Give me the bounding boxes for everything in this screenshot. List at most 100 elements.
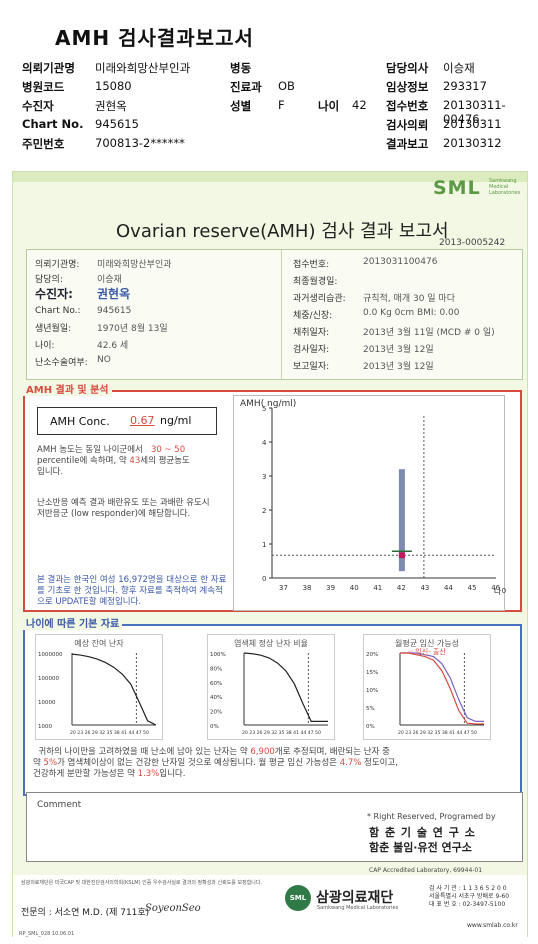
text: 약 — [33, 758, 41, 768]
patient-point — [398, 552, 405, 559]
y-tick-label: 1000 — [38, 724, 52, 730]
foundation-address: 검 사 기 관 : 1 1 3 6 5 2 0 0 서울특별시 서초구 방배로 9… — [429, 885, 509, 909]
x-tick-labels: 20 23 26 29 32 35 38 41 44 47 50 — [242, 730, 321, 736]
y-tick-label: 4 — [262, 439, 267, 447]
lab-name-2: 함춘 불임·유전 연구소 — [369, 841, 472, 854]
foundation-logo-icon: SML — [285, 885, 311, 911]
header-label: 결과보고 — [386, 137, 429, 151]
info-label: 검사일자: — [293, 345, 330, 355]
y-tick-label: 0% — [210, 724, 219, 730]
text: AMH 농도는 동일 나이군에서 — [37, 445, 143, 455]
info-value: 규칙적, 매개 30 일 마다 — [363, 294, 455, 304]
info-label: 수진자: — [35, 287, 73, 301]
text: 세의 평균농도 — [140, 456, 190, 466]
amh-results-section: AMH Conc. 0.67 ng/ml AMH 농도는 동일 나이군에서 30… — [23, 390, 522, 612]
y-tick-label: 2 — [262, 507, 266, 515]
header-value: 700813-2****** — [95, 136, 185, 150]
y-tick-label: 5 — [262, 405, 266, 413]
header-value: 20130312 — [443, 136, 502, 150]
remaining-oocytes-value: 6,900 — [250, 747, 275, 757]
footer-note: 삼광의료재단은 미국CAP 및 대한진단검사의학회(KSLM) 인증 우수검사실… — [21, 880, 263, 886]
y-tick-label: 1000000 — [38, 652, 63, 658]
header-value: OB — [278, 79, 295, 93]
y-tick-label: 1 — [262, 541, 266, 549]
header-value: 945615 — [95, 117, 139, 131]
document-number: 2013-0005242 — [439, 238, 506, 248]
form-code: RP_SML_028 10.06.01 — [19, 931, 75, 937]
x-tick-label: 46 — [491, 584, 500, 592]
foundation-name: 삼광의료재단 — [316, 890, 394, 906]
address-line: 서울특별시 서초구 방배로 9-60 — [429, 893, 510, 900]
x-tick-label: 40 — [350, 584, 359, 592]
header-value: 미래와희망산부인과 — [95, 61, 191, 75]
x-tick-label: 37 — [279, 584, 288, 592]
info-label: 체중/신장: — [293, 311, 333, 321]
info-value: 2013031100476 — [363, 257, 438, 267]
normal-chromosome-chart: 염색체 정상 난자 비율 100% 80% 60% 40% 20% 0% 20 23 26 … — [207, 634, 335, 740]
top-band — [13, 172, 527, 182]
info-value: NO — [97, 355, 111, 365]
info-value: 0.0 Kg 0cm BMI: 0.00 — [363, 308, 460, 318]
amh-range-bar — [398, 469, 405, 572]
mini-chart-svg: 100% 80% 60% 40% 20% 0% 20 23 26 29 32 35 38 4… — [210, 652, 328, 736]
header-value: 권현옥 — [95, 99, 127, 113]
cap-accreditation: CAP Accredited Laboratory, 69944-01 — [369, 867, 483, 874]
x-tick-label: 38 — [303, 584, 312, 592]
header-label: 진료과 — [230, 80, 262, 94]
text: 입니다. — [37, 467, 64, 477]
delivery-chance-value: 1.3% — [137, 769, 160, 779]
info-label: 나이: — [35, 341, 55, 351]
patient-info-box: 의뢰기관명: 미래와희망산부인과 담당의: 이승재 수진자: 권현옥 Chart No.: 9… — [26, 249, 523, 380]
x-tick-label: 41 — [373, 584, 382, 592]
normal-ratio-value: 5% — [43, 758, 58, 768]
info-label: 의뢰기관명: — [35, 260, 80, 270]
info-label: 담당의: — [35, 275, 63, 285]
footer — [13, 875, 527, 938]
amh-conc-unit: ng/ml — [160, 414, 192, 427]
sml-logo: SML — [433, 177, 481, 199]
y-tick-label: 40% — [210, 695, 222, 701]
y-tick-label: 10000 — [38, 700, 56, 706]
text: 건강하게 분만할 가능성은 약 — [33, 769, 135, 779]
header-value: F — [278, 98, 285, 112]
remaining-oocytes-chart: 예상 잔여 난자 1000000 100000 10000 1000 20 23 26 … — [35, 634, 163, 740]
mini-chart-title: 예상 잔여 난자 — [74, 639, 124, 648]
data-source-note: 본 결과는 한국인 여성 16,972명을 대상으로 한 자료를 기초로 한 것… — [37, 575, 227, 607]
info-value: 이승재 — [97, 275, 122, 285]
comment-label: Comment — [37, 800, 82, 810]
header-value: 20130311 — [443, 117, 502, 131]
website-link[interactable]: www.smlab.co.kr — [467, 922, 518, 929]
rights-reserved: * Right Reserved, Programed by — [367, 812, 496, 821]
mini-chart-title: 염색체 정상 난자 비율 — [234, 639, 308, 648]
info-value: 945615 — [97, 306, 132, 316]
amh-chart: AMH( ng/ml) 0 1 2 3 4 5 37 38 39 40 41 42 43 44 45 46 나이 — [233, 395, 509, 611]
text: percentile에 속하며, 약 — [37, 456, 127, 466]
y-tick-label: 3 — [262, 473, 266, 481]
sml-logo-subtitle: Samkwang Medical Laboratories — [489, 178, 521, 196]
header-label: 검사의뢰 — [386, 118, 429, 132]
amh-report: SML Samkwang Medical Laboratories Ovaria… — [12, 171, 528, 938]
header-value: 이승재 — [443, 61, 475, 75]
text: 입니다. — [159, 769, 186, 779]
y-tick-label: 60% — [210, 681, 222, 687]
divider — [281, 250, 282, 379]
y-tick-label: 100000 — [38, 676, 59, 682]
foundation-subtitle: Samkwang Medical Laboratories — [317, 905, 399, 911]
header-label: 병동 — [230, 61, 252, 75]
info-label: 채취일자: — [293, 328, 330, 338]
header-label: 담당의사 — [386, 61, 429, 75]
mini-chart-svg: 20% 15% 10% 5% 0% 20 23 26 29 32 35 38 41 44 … — [366, 652, 484, 736]
header-label: 접수번호 — [386, 99, 429, 113]
pregnancy-chance-chart: 월평균 임신 가능성 -: 임신- 출산 20% 15% 10% 5% 0% 20 23 … — [363, 634, 491, 740]
info-value: 42.6 세 — [97, 341, 129, 351]
info-label: 최종월경일: — [293, 277, 338, 287]
x-tick-label: 45 — [468, 584, 477, 592]
header-label: 병원코드 — [22, 80, 65, 94]
info-label: Chart No.: — [35, 306, 81, 316]
ovarian-response-text: 난소반응 예측 결과 배란유도 또는 과배란 유도시 저반응군 (low res… — [37, 498, 210, 519]
equivalent-age: 43 — [129, 456, 141, 466]
mini-chart-title: 월평균 임신 가능성 — [395, 639, 459, 648]
amh-conc-value: 0.67 — [130, 414, 155, 427]
lab-name-1: 함 춘 기 술 연 구 소 — [369, 826, 476, 839]
summary-text: 귀하의 나이만을 고려하였을 때 난소에 남아 있는 난자는 약 6,900개로… — [33, 747, 513, 780]
